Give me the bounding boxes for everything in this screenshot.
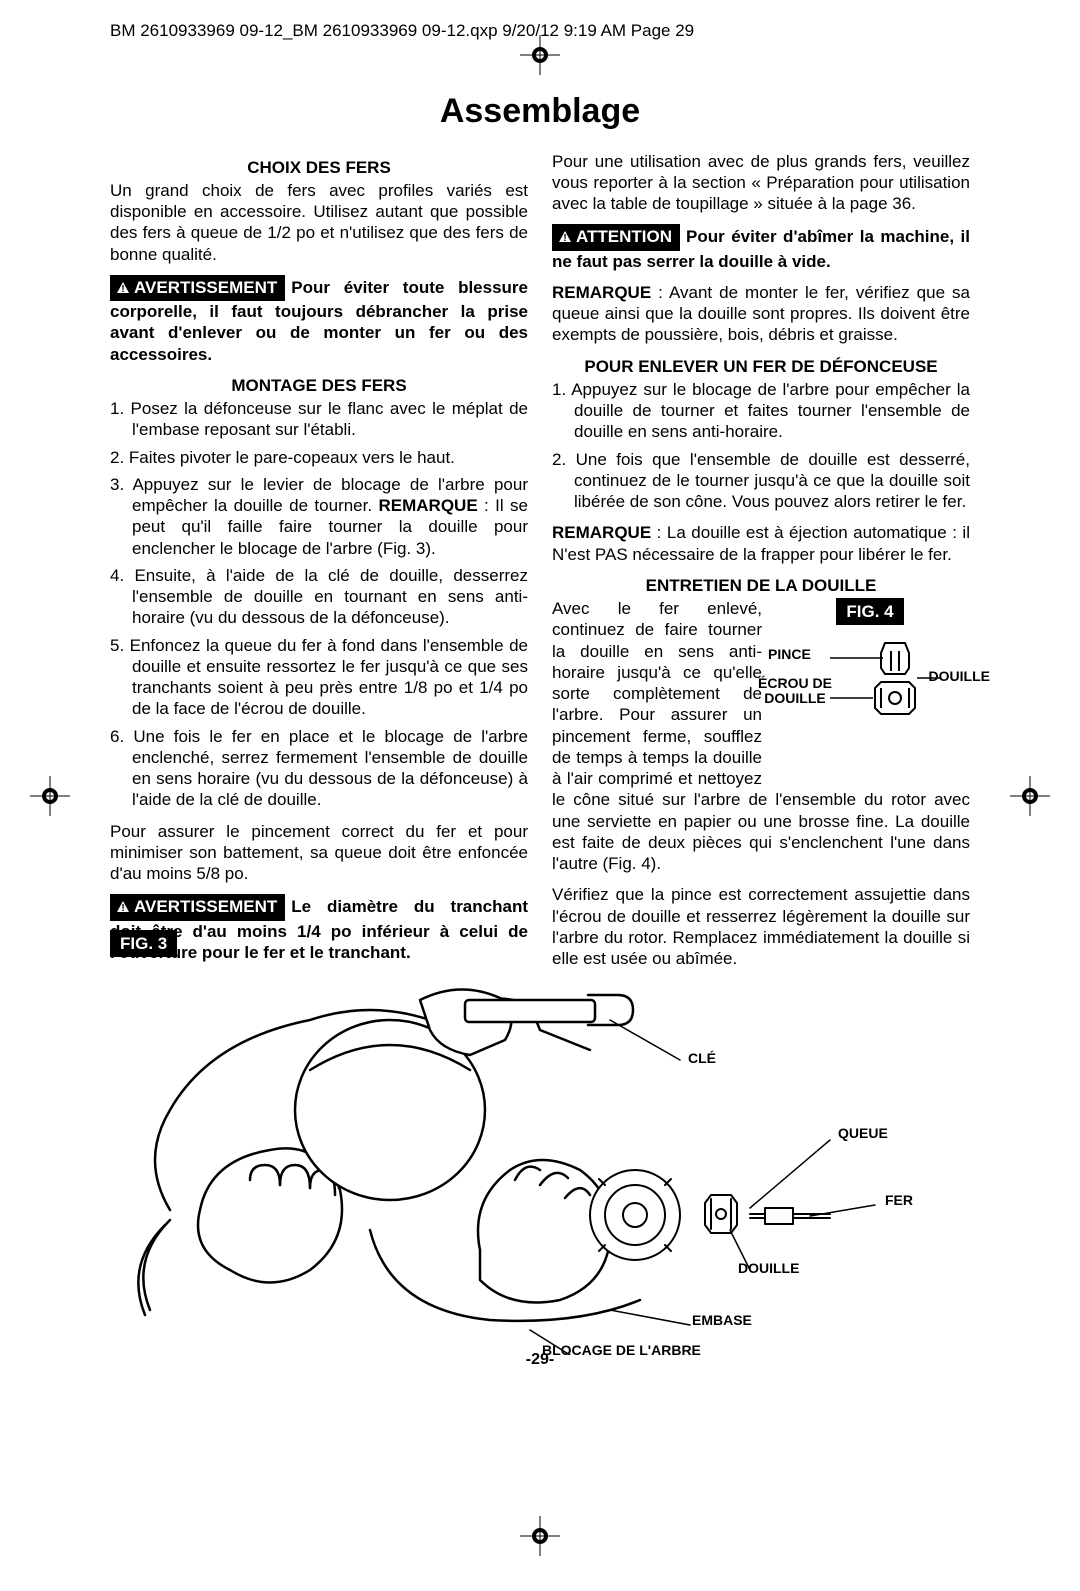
warning-box: ! AVERTISSEMENT Pour éviter toute blessu… — [110, 275, 528, 365]
reg-icon — [520, 1516, 560, 1556]
list-item: 2. Une fois que l'ensemble de douille es… — [552, 449, 970, 513]
fig3-label-queue: QUEUE — [838, 1125, 888, 1143]
heading-choix-des-fers: CHOIX DES FERS — [110, 157, 528, 178]
list-item: 1. Appuyez sur le blocage de l'arbre pou… — [552, 379, 970, 443]
page-content: Assemblage CHOIX DES FERS Un grand choix… — [110, 90, 970, 979]
svg-text:!: ! — [121, 903, 124, 913]
heading-montage-des-fers: MONTAGE DES FERS — [110, 375, 528, 396]
figure-3: FIG. 3 — [110, 930, 970, 1370]
fig3-label-cle: CLÉ — [688, 1050, 716, 1068]
steps-list: 1. Posez la défonceuse sur le flanc avec… — [110, 398, 528, 811]
two-column-layout: CHOIX DES FERS Un grand choix de fers av… — [110, 151, 970, 980]
list-item: 1. Posez la défonceuse sur le flanc avec… — [110, 398, 528, 441]
warning-badge: ! AVERTISSEMENT — [110, 275, 285, 301]
registration-mark-right — [1010, 776, 1050, 816]
warning-label: AVERTISSEMENT — [134, 278, 277, 297]
list-item: 5. Enfoncez la queue du fer à fond dans … — [110, 635, 528, 720]
list-item: 3. Appuyez sur le levier de blocage de l… — [110, 474, 528, 559]
paragraph: Pour une utilisation avec de plus grands… — [552, 151, 970, 215]
left-column: CHOIX DES FERS Un grand choix de fers av… — [110, 151, 528, 980]
figure-4-label: FIG. 4 — [836, 598, 903, 625]
svg-text:!: ! — [121, 284, 124, 294]
caution-box: ! ATTENTION Pour éviter d'abîmer la mach… — [552, 224, 970, 272]
fig3-label-douille: DOUILLE — [738, 1260, 799, 1278]
list-item: 4. Ensuite, à l'aide de la clé de douill… — [110, 565, 528, 629]
reg-icon — [30, 776, 70, 816]
list-item: 6. Une fois le fer en place et le blocag… — [110, 726, 528, 811]
heading-enlever-fer: POUR ENLEVER UN FER DE DÉFONCEUSE — [552, 356, 970, 377]
page-number: -29- — [526, 1350, 554, 1370]
warning-badge: ! AVERTISSEMENT — [110, 894, 285, 920]
figure-4: FIG. 4 — [770, 598, 970, 773]
warning-triangle-icon: ! — [116, 897, 130, 918]
steps-list: 1. Appuyez sur le blocage de l'arbre pou… — [552, 379, 970, 513]
page-title: Assemblage — [110, 90, 970, 133]
warning-triangle-icon: ! — [558, 227, 572, 248]
figure-3-diagram — [110, 960, 970, 1355]
registration-mark-left — [30, 776, 70, 816]
caution-badge: ! ATTENTION — [552, 224, 680, 250]
warning-label: AVERTISSEMENT — [134, 897, 277, 916]
paragraph: Un grand choix de fers avec profiles var… — [110, 180, 528, 265]
print-header: BM 2610933969 09-12_BM 2610933969 09-12.… — [110, 20, 694, 41]
right-column: Pour une utilisation avec de plus grands… — [552, 151, 970, 980]
fig3-label-fer: FER — [885, 1192, 913, 1210]
fig4-label-pince: PINCE — [768, 646, 811, 664]
fig3-label-embase: EMBASE — [692, 1312, 752, 1330]
paragraph: REMARQUE : La douille est à éjection aut… — [552, 522, 970, 565]
fig3-label-blocage: BLOCAGE DE L'ARBRE — [542, 1342, 701, 1360]
registration-mark-bottom — [520, 1516, 560, 1556]
paragraph: Pour assurer le pincement correct du fer… — [110, 821, 528, 885]
list-item: 2. Faites pivoter le pare-copeaux vers l… — [110, 447, 528, 468]
svg-text:!: ! — [563, 233, 566, 243]
caution-label: ATTENTION — [576, 227, 672, 246]
paragraph: REMARQUE : Avant de monter le fer, vérif… — [552, 282, 970, 346]
reg-icon — [1010, 776, 1050, 816]
figure-3-label: FIG. 3 — [110, 930, 177, 957]
heading-entretien-douille: ENTRETIEN DE LA DOUILLE — [552, 575, 970, 596]
fig4-label-douille: DOUILLE — [929, 668, 990, 686]
fig4-label-ecrou: ÉCROU DE DOUILLE — [755, 676, 835, 707]
warning-triangle-icon: ! — [116, 278, 130, 299]
